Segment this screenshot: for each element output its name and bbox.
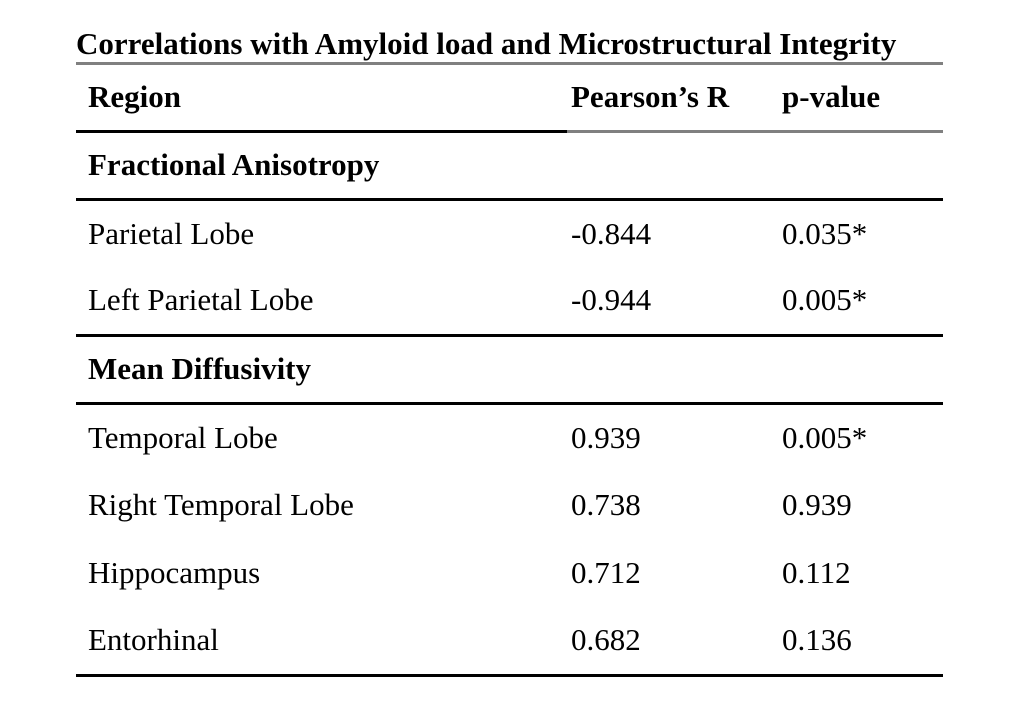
column-header-p-value: p-value [778,65,943,133]
section-row-mean-diffusivity: Mean Diffusivity [76,335,943,405]
empty-cell [778,335,943,405]
region-cell: Temporal Lobe [88,419,278,455]
table-header-row: Region Pearson’s R p-value [76,65,943,133]
empty-cell [567,335,778,405]
p-value-cell: 0.136 [778,607,943,677]
p-value-cell: 0.112 [782,555,851,590]
table-row: Temporal Lobe 0.939 0.005* [76,403,943,471]
pearsons-r-cell: 0.682 [567,607,778,677]
region-cell: Hippocampus [88,555,261,590]
column-header-pearsons-r: Pearson’s R [567,65,778,133]
p-value-cell: 0.005* [778,267,943,337]
region-cell: Parietal Lobe [88,215,255,251]
table-row: Hippocampus 0.712 0.112 [76,539,943,607]
pearsons-r-cell: 0.939 [571,419,641,455]
pearsons-r-cell: -0.844 [571,215,652,251]
section-name: Fractional Anisotropy [76,131,567,201]
table-row: Left Parietal Lobe -0.944 0.005* [76,267,943,337]
column-header-region: Region [76,65,567,133]
correlation-table-document: Correlations with Amyloid load and Micro… [76,27,943,677]
table-title: Correlations with Amyloid load and Micro… [76,27,943,65]
empty-cell [567,131,778,201]
empty-cell [778,131,943,201]
p-value-cell: 0.939 [782,487,852,522]
p-value-cell: 0.035* [782,215,868,251]
section-name: Mean Diffusivity [76,335,567,405]
pearsons-r-cell: -0.944 [567,267,778,337]
pearsons-r-cell: 0.712 [571,555,641,590]
section-row-fractional-anisotropy: Fractional Anisotropy [76,131,943,201]
pearsons-r-cell: 0.738 [571,487,641,522]
p-value-cell: 0.005* [782,419,868,455]
table-row: Entorhinal 0.682 0.136 [76,607,943,677]
region-cell: Entorhinal [76,607,567,677]
region-cell: Left Parietal Lobe [76,267,567,337]
table-row: Right Temporal Lobe 0.738 0.939 [76,471,943,539]
table-row: Parietal Lobe -0.844 0.035* [76,199,943,267]
correlation-table: Region Pearson’s R p-value Fractional An… [76,65,943,677]
region-cell: Right Temporal Lobe [88,487,354,522]
